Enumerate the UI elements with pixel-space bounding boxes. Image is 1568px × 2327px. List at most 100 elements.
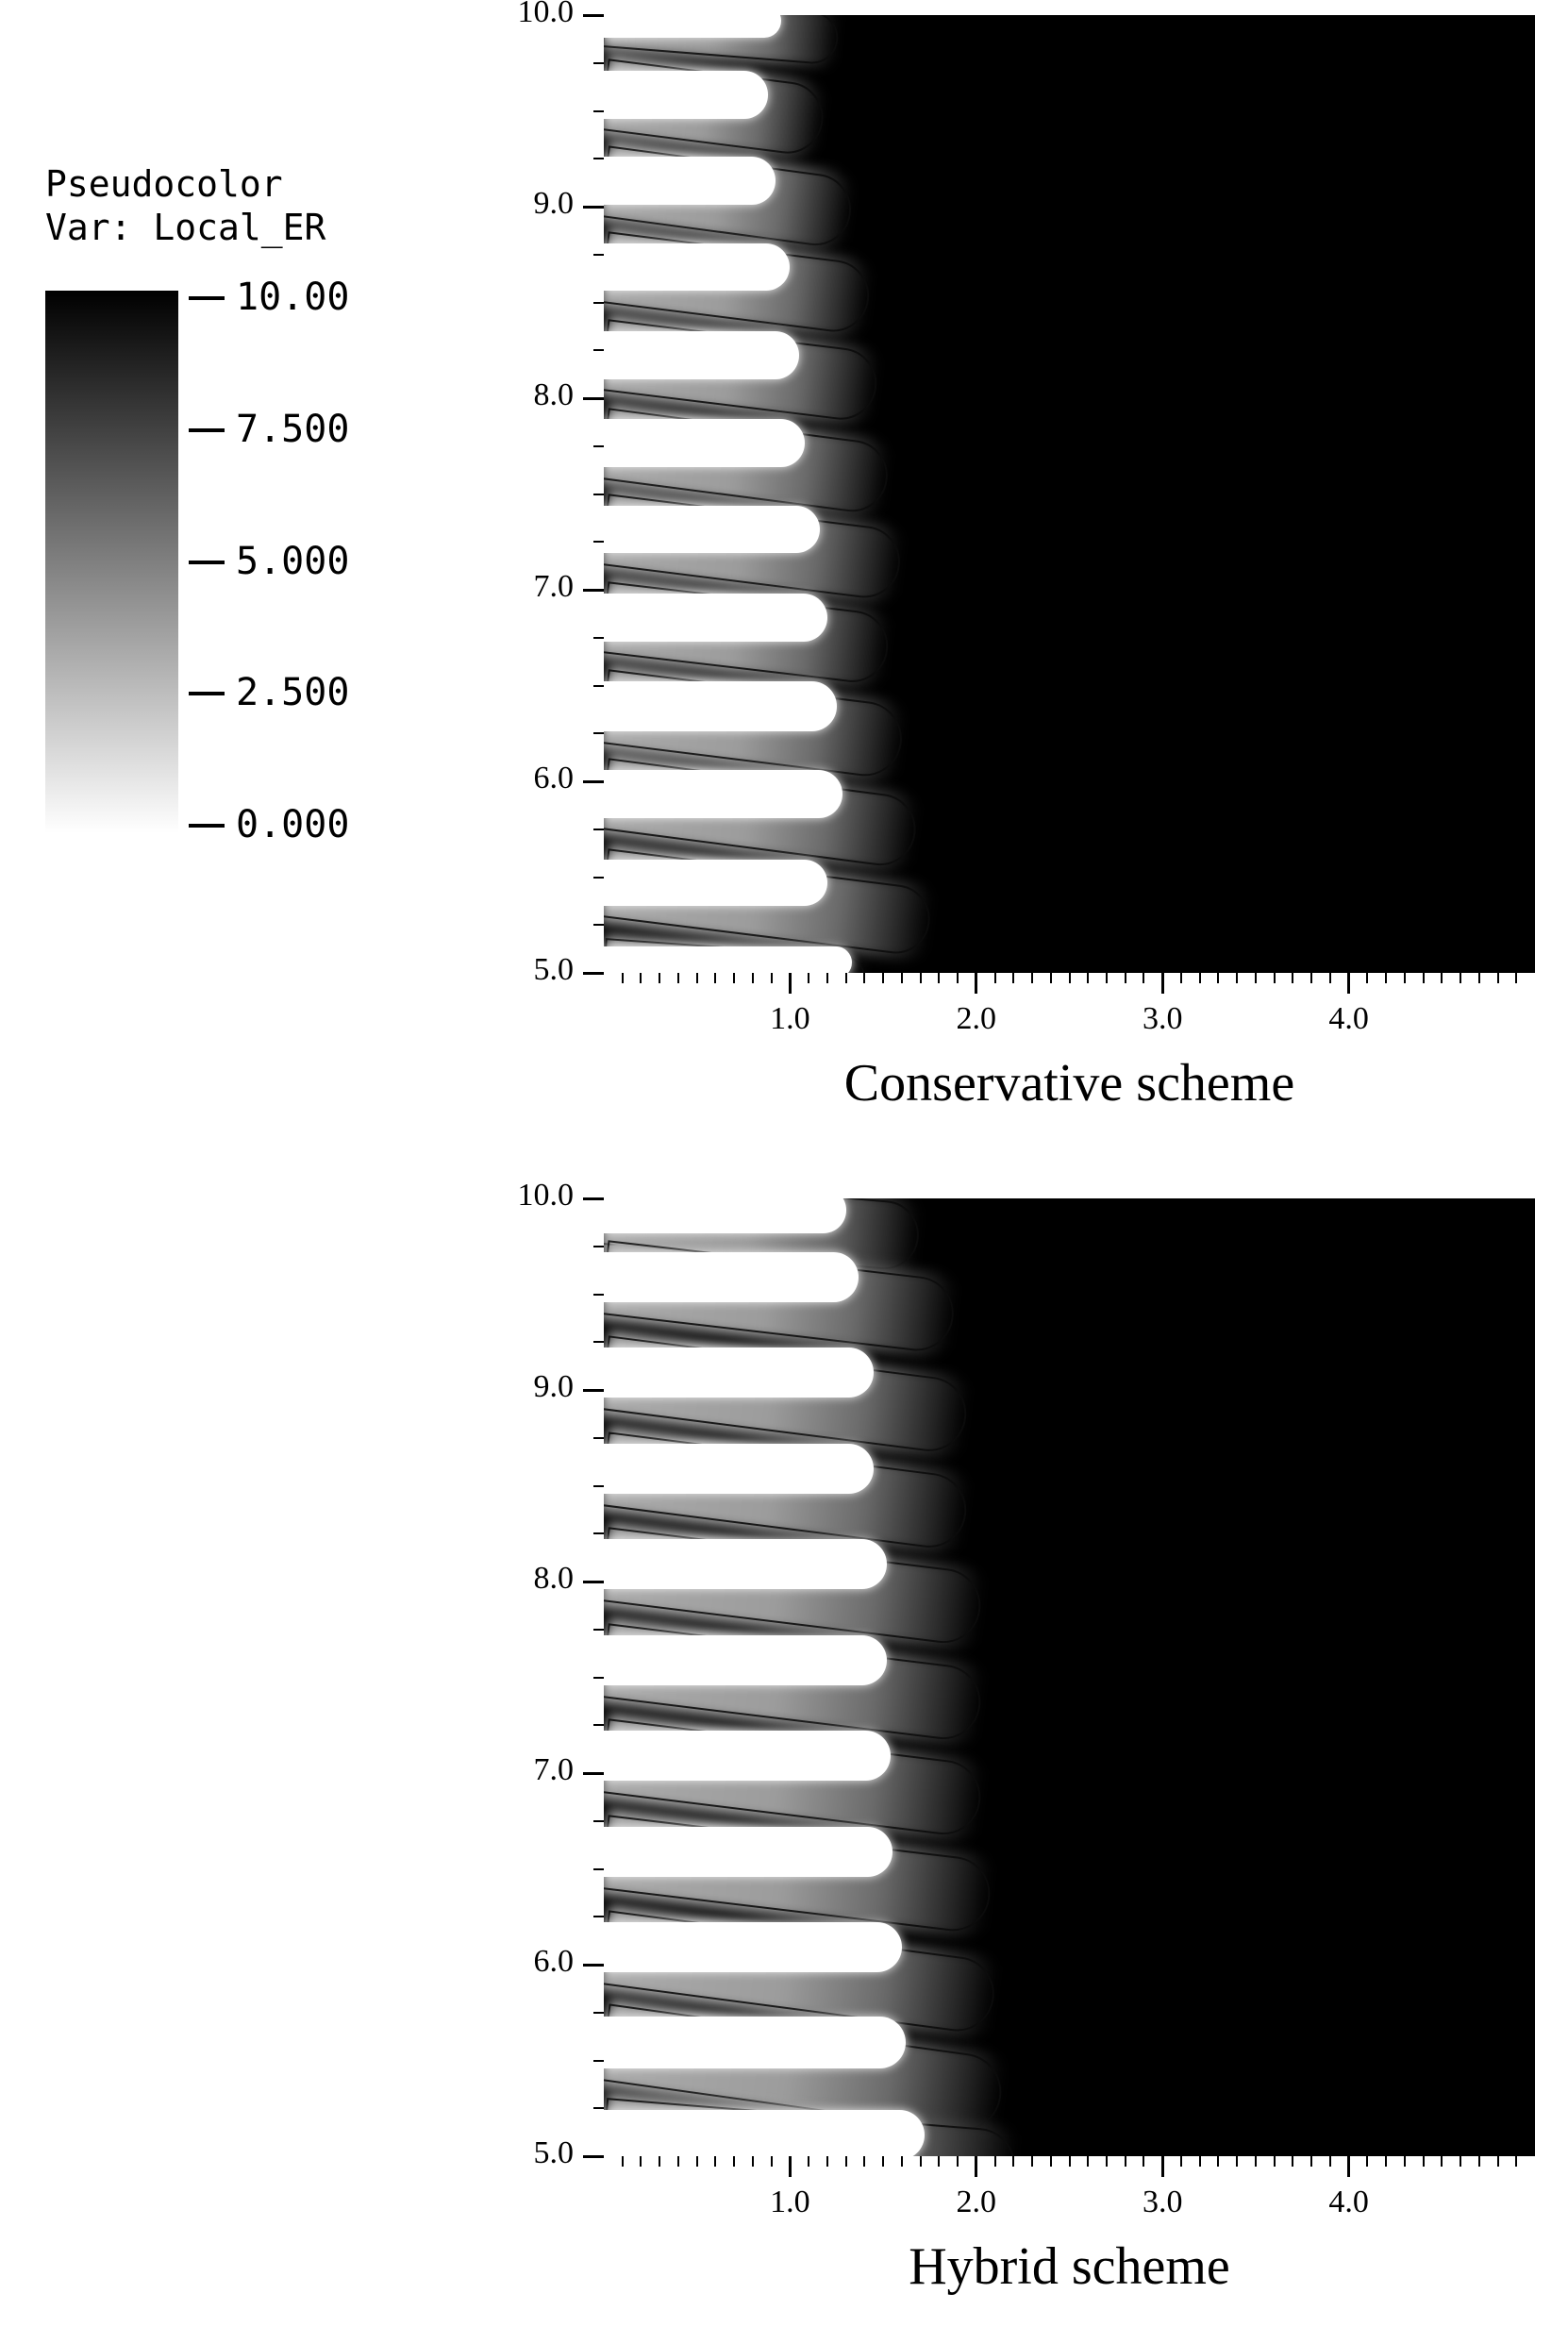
y-minor-tick [593,828,604,830]
colorbar: 10.00 7.500 5.000 2.500 0.000 [45,276,442,846]
x-minor-tick [1515,2156,1518,2167]
y-major-tick [583,1197,604,1200]
y-tick-label: 9.0 [533,186,575,221]
x-minor-tick [1310,973,1313,983]
x-minor-tick [733,973,736,983]
x-minor-tick [621,973,624,983]
y-major-tick [583,1388,604,1392]
x-minor-tick [938,2156,941,2167]
x-major-tick [1347,2156,1351,2177]
x-minor-tick [919,973,922,983]
x-minor-tick [1217,973,1220,983]
heatmap-band [604,769,842,818]
x-minor-tick [1441,2156,1443,2167]
x-minor-tick [1254,2156,1257,2167]
x-minor-tick [1496,2156,1499,2167]
x-minor-tick [695,2156,698,2167]
x-tick-label: 3.0 [1142,1001,1183,1036]
heatmap-band [604,946,852,973]
x-minor-tick [1143,2156,1145,2167]
y-major-tick [583,971,604,975]
x-minor-tick [621,2156,624,2167]
x-minor-tick [863,973,866,983]
x-major-tick [788,973,792,994]
y-minor-tick [593,158,604,160]
x-axis-conservative: 1.0 2.0 3.0 4.0 [604,973,1535,1067]
y-minor-tick [593,2059,604,2062]
x-minor-tick [1477,2156,1480,2167]
plot-title-conservative: Conservative scheme [843,1054,1295,1113]
y-minor-tick [593,541,604,544]
x-minor-tick [882,973,885,983]
y-minor-tick [593,636,604,639]
x-minor-tick [826,973,828,983]
x-minor-tick [1105,973,1108,983]
x-minor-tick [1328,973,1331,983]
colorbar-tick-mark [189,692,225,696]
heatmap-band [604,1731,891,1782]
y-minor-tick [593,444,604,447]
x-minor-tick [1031,2156,1034,2167]
colorbar-gradient [45,291,178,833]
x-major-tick [788,2156,792,2177]
x-minor-tick [1515,973,1518,983]
y-major-tick [583,1580,604,1583]
y-minor-tick [593,349,604,352]
colorbar-tick-mark [189,824,225,828]
heatmap-band [604,860,827,906]
x-minor-tick [1124,2156,1126,2167]
y-tick-label: 7.0 [533,569,575,604]
heatmap-band [604,1348,875,1398]
x-major-tick [975,973,978,994]
x-minor-tick [993,2156,996,2167]
y-axis-hybrid: 5.0 6.0 7.0 8.0 9.0 10.0 [509,1178,604,2170]
colorbar-tick-mark [189,427,225,432]
x-major-tick [975,2156,978,2177]
x-minor-tick [1105,2156,1108,2167]
x-minor-tick [770,2156,773,2167]
x-minor-tick [1236,973,1239,983]
y-minor-tick [593,1676,604,1679]
colorbar-tick-mark [189,560,225,564]
x-minor-tick [1385,973,1388,983]
y-minor-tick [593,1293,604,1296]
x-minor-tick [938,973,941,983]
y-minor-tick [593,1819,604,1822]
x-minor-tick [770,973,773,983]
y-tick-label: 9.0 [533,1369,575,1404]
x-minor-tick [1385,2156,1388,2167]
x-minor-tick [1236,2156,1239,2167]
x-minor-tick [1012,2156,1015,2167]
x-minor-tick [1292,2156,1294,2167]
x-minor-tick [1179,973,1182,983]
y-tick-label: 10.0 [517,0,575,29]
heatmap-band [604,243,791,292]
heatmap-band [604,330,800,379]
x-minor-tick [1477,973,1480,983]
x-minor-tick [826,2156,828,2167]
x-tick-label: 2.0 [956,1001,997,1036]
heatmap-hybrid [604,1198,1535,2156]
x-minor-tick [1441,973,1443,983]
x-major-tick [1347,973,1351,994]
heatmap-band [604,2016,906,2068]
y-minor-tick [593,1916,604,1918]
x-minor-tick [808,973,810,983]
x-minor-tick [993,973,996,983]
panel-hybrid: 5.0 6.0 7.0 8.0 9.0 10.0 1.0 2.0 3.0 4.0 Hybrid … [518,1178,1535,2321]
x-tick-label: 3.0 [1142,2185,1183,2219]
y-tick-label: 8.0 [533,377,575,412]
y-minor-tick [593,1867,604,1870]
x-minor-tick [844,2156,847,2167]
x-axis-hybrid: 1.0 2.0 3.0 4.0 [604,2156,1535,2251]
x-minor-tick [659,2156,661,2167]
x-minor-tick [676,2156,679,2167]
y-major-tick [583,1771,604,1775]
heatmap-band [604,1539,888,1590]
x-minor-tick [1217,2156,1220,2167]
x-minor-tick [863,2156,866,2167]
x-minor-tick [844,973,847,983]
x-minor-tick [1496,973,1499,983]
x-minor-tick [1068,2156,1071,2167]
x-minor-tick [751,2156,754,2167]
